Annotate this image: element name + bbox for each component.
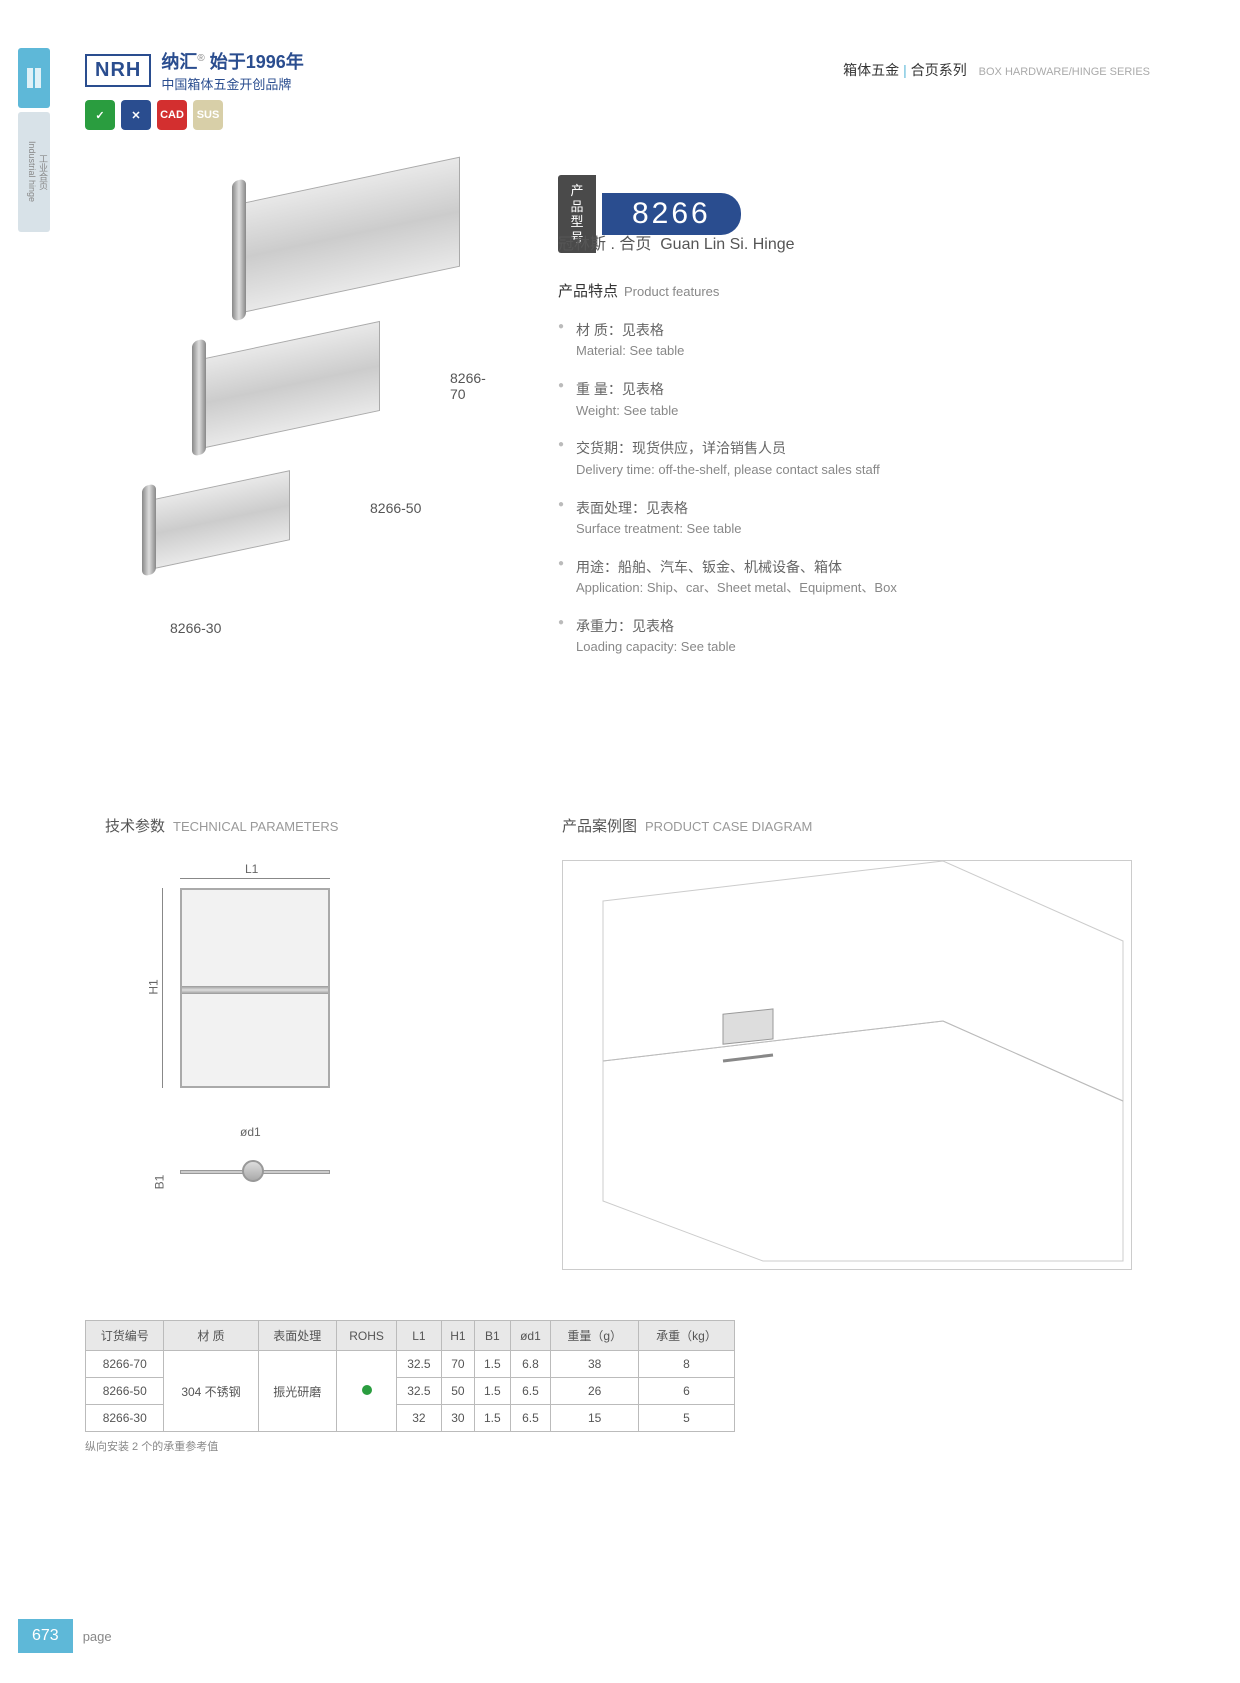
product-label: 8266-30 (170, 620, 221, 636)
case-diagram-svg (563, 861, 1133, 1271)
product-images: 8266-70 8266-50 8266-30 (130, 180, 500, 670)
table-header: 承重（kg） (639, 1321, 735, 1351)
table-row: 8266-70304 不锈钢振光研磨32.5701.56.8388 (86, 1351, 735, 1378)
table-note: 纵向安装 2 个的承重参考值 (85, 1438, 735, 1454)
technical-diagram: L1 H1 ød1 B1 (150, 870, 430, 1250)
feature-item: 重 量：见表格Weight: See table (558, 378, 1118, 421)
page-number-label: page (83, 1629, 112, 1644)
table-header: 重量（g） (551, 1321, 639, 1351)
product-name: 冠林斯 . 合页 Guan Lin Si. Hinge (558, 230, 795, 254)
feature-item: 表面处理：见表格Surface treatment: See table (558, 497, 1118, 540)
page-number: 673 page (18, 1619, 112, 1653)
feature-item: 交货期：现货供应，详洽销售人员Delivery time: off-the-sh… (558, 437, 1118, 480)
badge-icon: SUS (193, 100, 223, 130)
logo-text: 纳汇® 始于1996年 中国箱体五金开创品牌 (161, 48, 303, 93)
table-header: 材 质 (164, 1321, 258, 1351)
product-label: 8266-70 (450, 370, 500, 402)
logo-mark: NRH (85, 54, 151, 87)
feature-item: 承重力：见表格Loading capacity: See table (558, 615, 1118, 658)
table-header: ød1 (510, 1321, 551, 1351)
sidebar-tab-icon (18, 48, 50, 108)
sidebar-tab-label: 工业合页Industrial hinge (18, 112, 50, 232)
sidebar: 工业合页Industrial hinge (18, 48, 50, 232)
table-header: ROHS (337, 1321, 397, 1351)
product-features: 产品特点Product features 材 质：见表格Material: Se… (558, 280, 1118, 674)
tech-params-title: 技术参数TECHNICAL PARAMETERS (105, 815, 338, 836)
features-title: 产品特点Product features (558, 280, 1118, 301)
product-number-value: 8266 (602, 193, 741, 235)
case-diagram-title: 产品案例图PRODUCT CASE DIAGRAM (562, 815, 812, 836)
table-header: H1 (441, 1321, 475, 1351)
badge-icon: ✓ (85, 100, 115, 130)
feature-badges: ✓✕CADSUS (85, 100, 223, 130)
spec-table: 订货编号材 质表面处理ROHSL1H1B1ød1重量（g）承重（kg）8266-… (85, 1320, 735, 1454)
case-diagram (562, 860, 1132, 1270)
product-label: 8266-50 (370, 500, 421, 516)
header-category: 箱体五金|合页系列 BOX HARDWARE/HINGE SERIES (843, 60, 1150, 80)
table-header: B1 (475, 1321, 510, 1351)
feature-item: 材 质：见表格Material: See table (558, 319, 1118, 362)
table-header: L1 (397, 1321, 442, 1351)
rohs-indicator (362, 1385, 372, 1395)
page-number-value: 673 (18, 1619, 73, 1653)
badge-icon: CAD (157, 100, 187, 130)
table-header: 订货编号 (86, 1321, 164, 1351)
hinge-icon (25, 66, 43, 90)
table-header: 表面处理 (258, 1321, 336, 1351)
header-logo: NRH 纳汇® 始于1996年 中国箱体五金开创品牌 (85, 48, 304, 93)
feature-item: 用途：船舶、汽车、钣金、机械设备、箱体Application: Ship、car… (558, 556, 1118, 599)
badge-icon: ✕ (121, 100, 151, 130)
